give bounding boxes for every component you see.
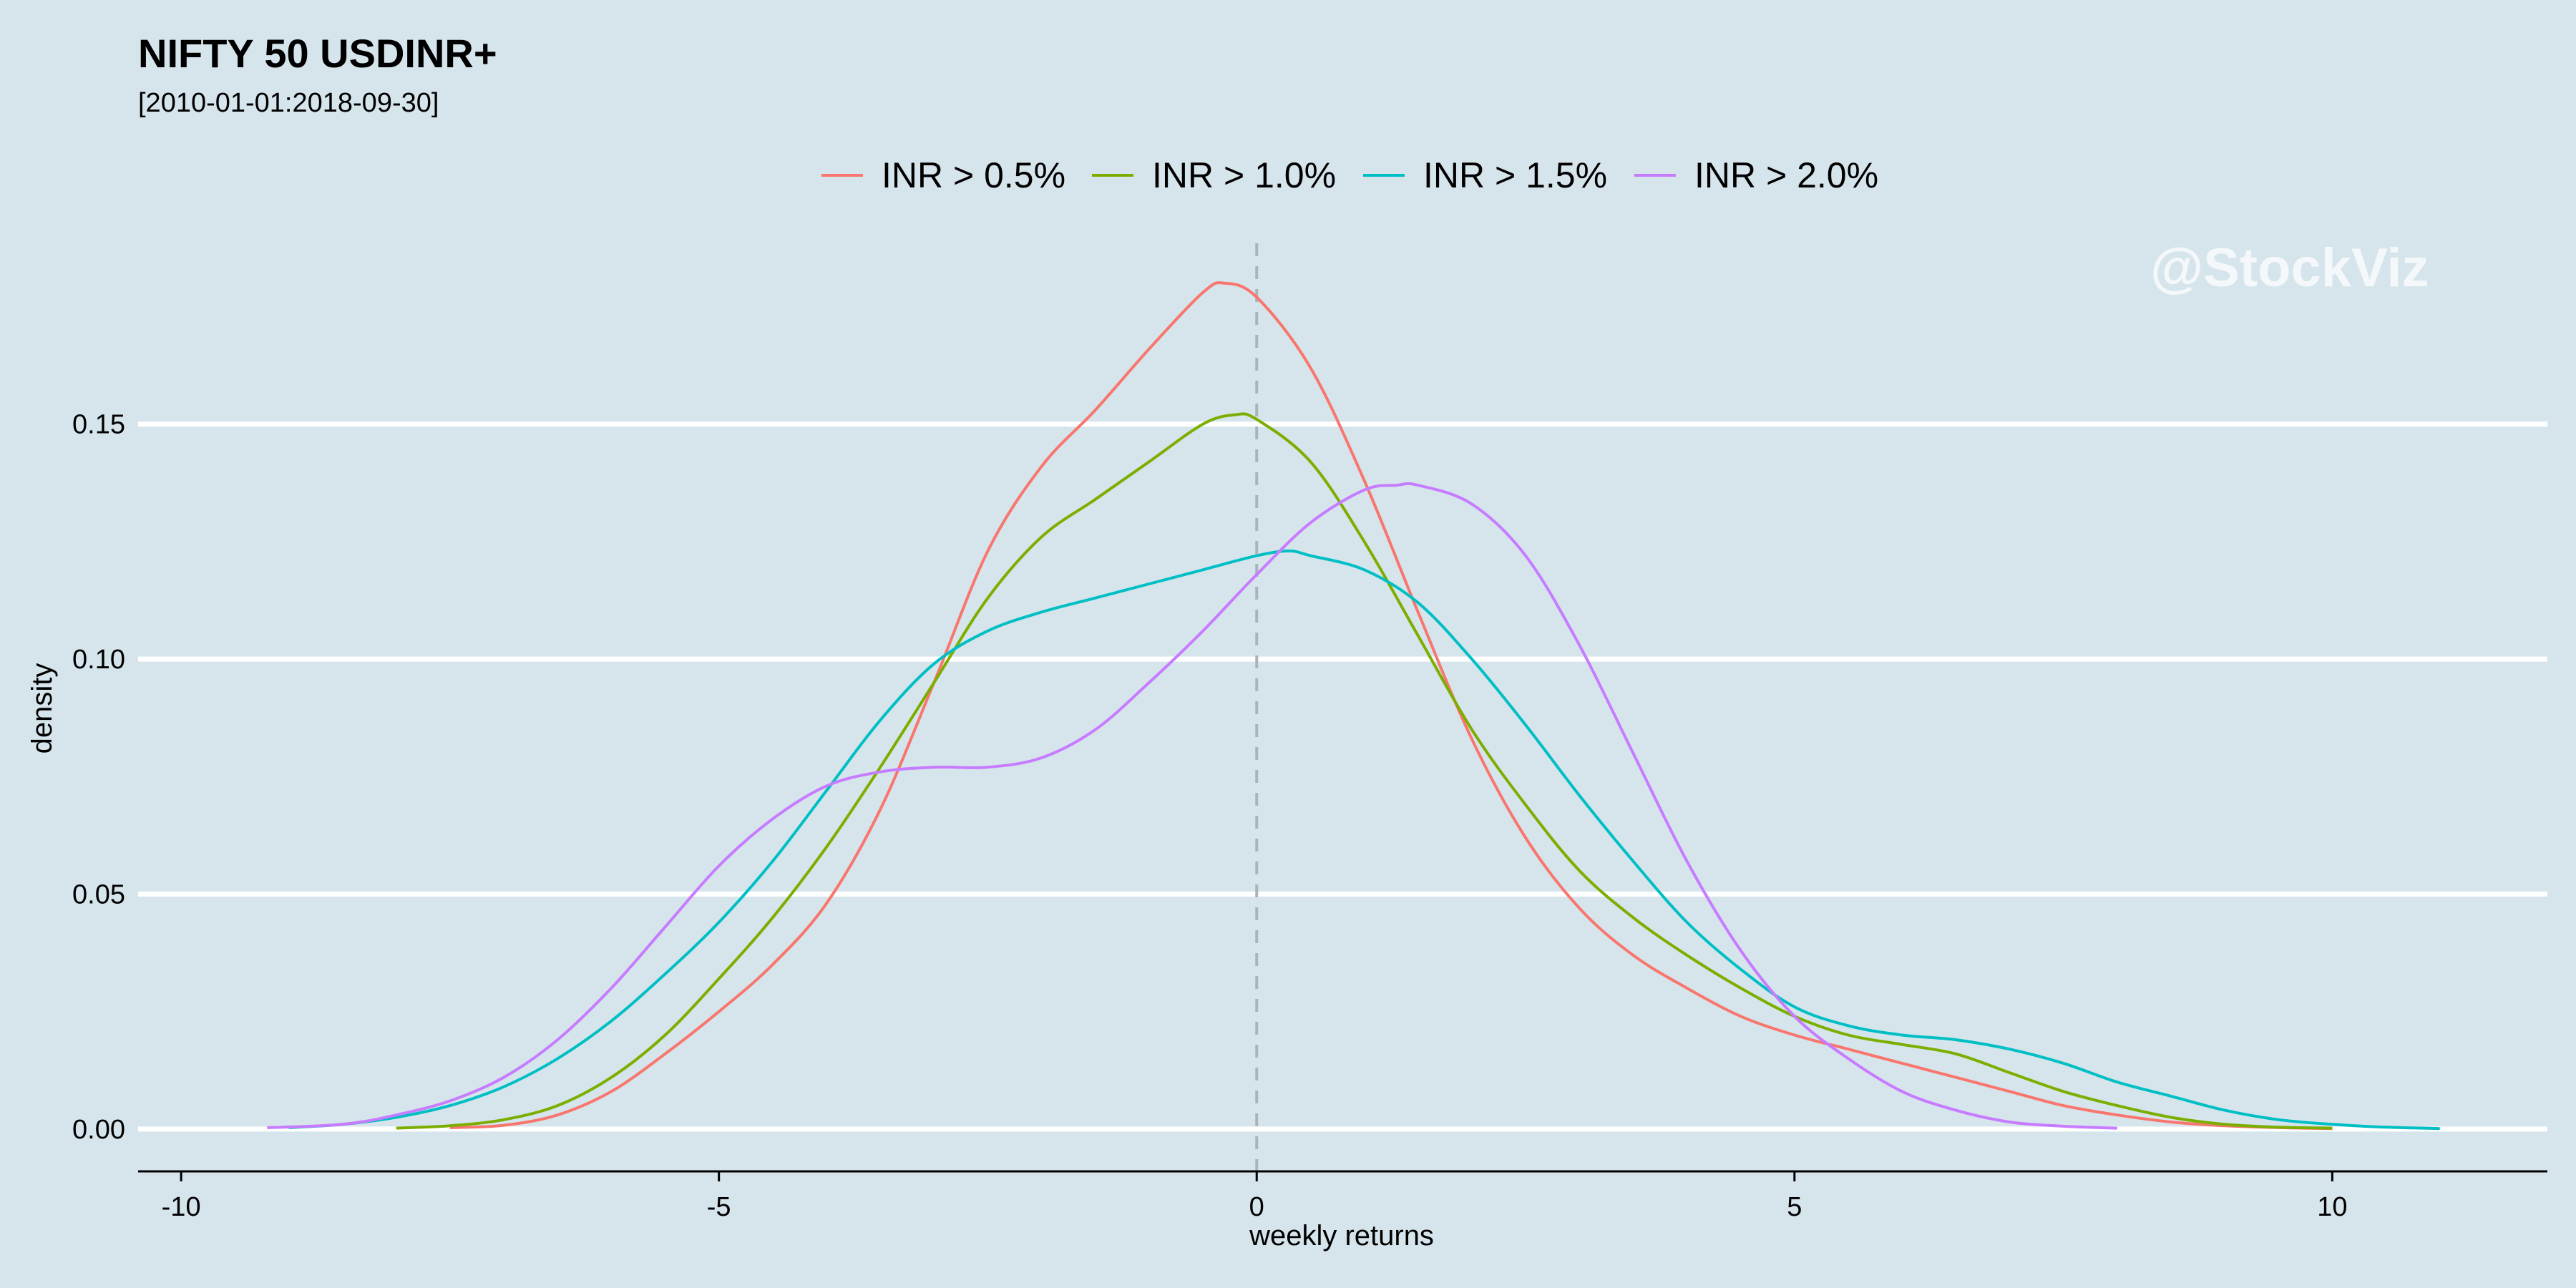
x-axis-title: weekly returns <box>1249 1220 1434 1252</box>
series-line-3 <box>288 550 2440 1131</box>
legend-label: INR > 1.0% <box>1152 155 1336 195</box>
series-line-4 <box>267 482 2117 1130</box>
y-tick-label: 0.15 <box>72 410 125 440</box>
legend-label: INR > 1.5% <box>1423 155 1607 195</box>
chart-title: NIFTY 50 USDINR+ <box>138 31 497 76</box>
legend: INR > 0.5% INR > 1.0% INR > 1.5% INR > 2.0% <box>821 155 1878 195</box>
series-lines <box>267 281 2440 1131</box>
axes: 0.00 0.05 0.10 0.15 -10 -5 0 5 10 <box>72 410 2547 1222</box>
x-tick-label: -5 <box>707 1192 731 1222</box>
legend-label: INR > 2.0% <box>1694 155 1878 195</box>
x-tick-label: -10 <box>162 1192 201 1222</box>
y-tick-label: 0.00 <box>72 1115 125 1145</box>
series-line-2 <box>396 412 2333 1130</box>
grid-lines <box>138 421 2547 1132</box>
y-axis-title: density <box>26 663 58 754</box>
series-line-1 <box>449 281 2333 1131</box>
x-tick-label: 0 <box>1249 1192 1264 1222</box>
legend-label: INR > 0.5% <box>882 155 1065 195</box>
y-tick-label: 0.05 <box>72 879 125 909</box>
watermark: @StockViz <box>2150 238 2429 298</box>
y-tick-label: 0.10 <box>72 645 125 675</box>
x-tick-label: 5 <box>1787 1192 1802 1222</box>
x-tick-label: 10 <box>2317 1192 2347 1222</box>
chart-subtitle: [2010-01-01:2018-09-30] <box>138 88 439 118</box>
